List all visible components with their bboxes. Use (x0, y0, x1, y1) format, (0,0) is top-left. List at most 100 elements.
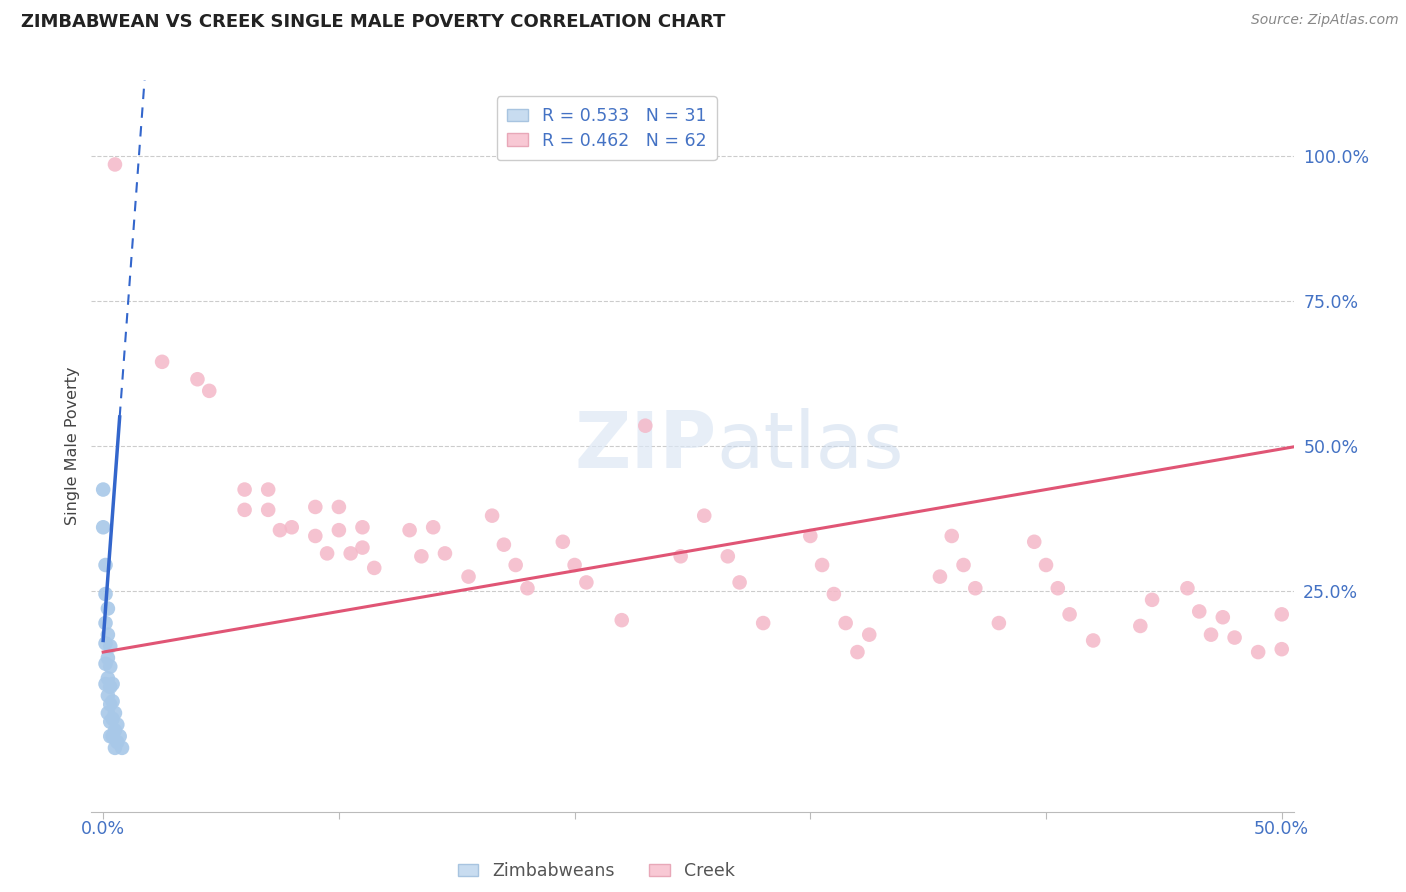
Point (363, 561, 385, 575)
Point (1035, 558, 1057, 572)
Point (717, 549, 740, 564)
Point (94, 558, 117, 572)
Point (304, 500, 326, 514)
Point (1177, 581, 1199, 595)
Point (1129, 619, 1152, 633)
Point (97, 628, 120, 642)
Point (457, 569, 479, 583)
Point (304, 529, 326, 543)
Legend: Zimbabweans, Creek: Zimbabweans, Creek (450, 855, 742, 888)
Point (1024, 534, 1046, 549)
Point (257, 483, 280, 497)
Point (91, 483, 114, 497)
Point (91, 520, 114, 534)
Point (97, 689, 120, 703)
Point (1223, 631, 1246, 645)
Point (98, 698, 121, 712)
Point (316, 546, 339, 560)
Point (952, 558, 974, 572)
Point (987, 615, 1010, 630)
Point (94, 657, 117, 671)
Point (728, 575, 751, 590)
Point (634, 418, 657, 433)
Point (823, 587, 845, 601)
Point (328, 523, 350, 537)
Point (669, 549, 692, 564)
Point (1046, 581, 1069, 595)
Point (97, 651, 120, 665)
Point (752, 615, 775, 630)
Point (98, 659, 121, 673)
Point (257, 503, 280, 517)
Point (105, 735, 128, 749)
Point (97, 706, 120, 720)
Point (98, 680, 121, 694)
Text: Source: ZipAtlas.com: Source: ZipAtlas.com (1251, 13, 1399, 28)
Point (98, 714, 121, 729)
Point (799, 529, 821, 543)
Point (492, 538, 515, 552)
Point (481, 508, 503, 523)
Point (101, 677, 124, 691)
Point (693, 508, 716, 523)
Point (516, 581, 538, 595)
Text: ZIMBABWEAN VS CREEK SINGLE MALE POVERTY CORRELATION CHART: ZIMBABWEAN VS CREEK SINGLE MALE POVERTY … (21, 13, 725, 31)
Point (104, 706, 127, 720)
Point (94, 615, 117, 630)
Text: 0.0%: 0.0% (82, 821, 125, 838)
Point (94, 677, 117, 691)
Point (551, 534, 574, 549)
Point (94, 636, 117, 650)
Point (108, 729, 131, 743)
Point (564, 558, 586, 572)
Point (965, 581, 987, 595)
Text: ZIP: ZIP (574, 408, 717, 484)
Point (150, 355, 173, 369)
Point (186, 372, 208, 386)
Point (1083, 633, 1105, 648)
Point (101, 694, 124, 708)
Point (411, 549, 433, 564)
Text: atlas: atlas (717, 408, 904, 484)
Point (97, 601, 120, 615)
Point (834, 615, 856, 630)
Point (398, 523, 420, 537)
Point (104, 740, 127, 755)
Point (328, 500, 350, 514)
Point (1059, 607, 1081, 622)
Point (198, 384, 221, 398)
Point (98, 640, 121, 654)
Point (104, 157, 127, 171)
Point (105, 717, 128, 731)
Point (98, 729, 121, 743)
Point (111, 740, 134, 755)
Point (233, 483, 256, 497)
Point (422, 520, 444, 534)
Point (101, 729, 124, 743)
Point (281, 520, 304, 534)
Point (846, 645, 869, 659)
Point (1140, 592, 1163, 607)
Point (233, 503, 256, 517)
Point (1271, 607, 1294, 622)
Point (352, 541, 374, 555)
Point (858, 628, 880, 642)
Point (1247, 645, 1270, 659)
Y-axis label: Single Male Poverty: Single Male Poverty (65, 367, 80, 525)
Point (610, 613, 633, 627)
Point (1188, 604, 1211, 618)
Point (575, 575, 598, 590)
Point (433, 546, 456, 560)
Point (1212, 610, 1234, 624)
Point (352, 520, 374, 534)
Point (505, 558, 527, 572)
Point (101, 712, 124, 726)
Point (97, 671, 120, 685)
Point (811, 558, 834, 572)
Point (1199, 628, 1222, 642)
Point (929, 569, 952, 583)
Point (104, 723, 127, 738)
Point (1271, 642, 1294, 657)
Text: 50.0%: 50.0% (1254, 821, 1309, 838)
Point (269, 523, 291, 537)
